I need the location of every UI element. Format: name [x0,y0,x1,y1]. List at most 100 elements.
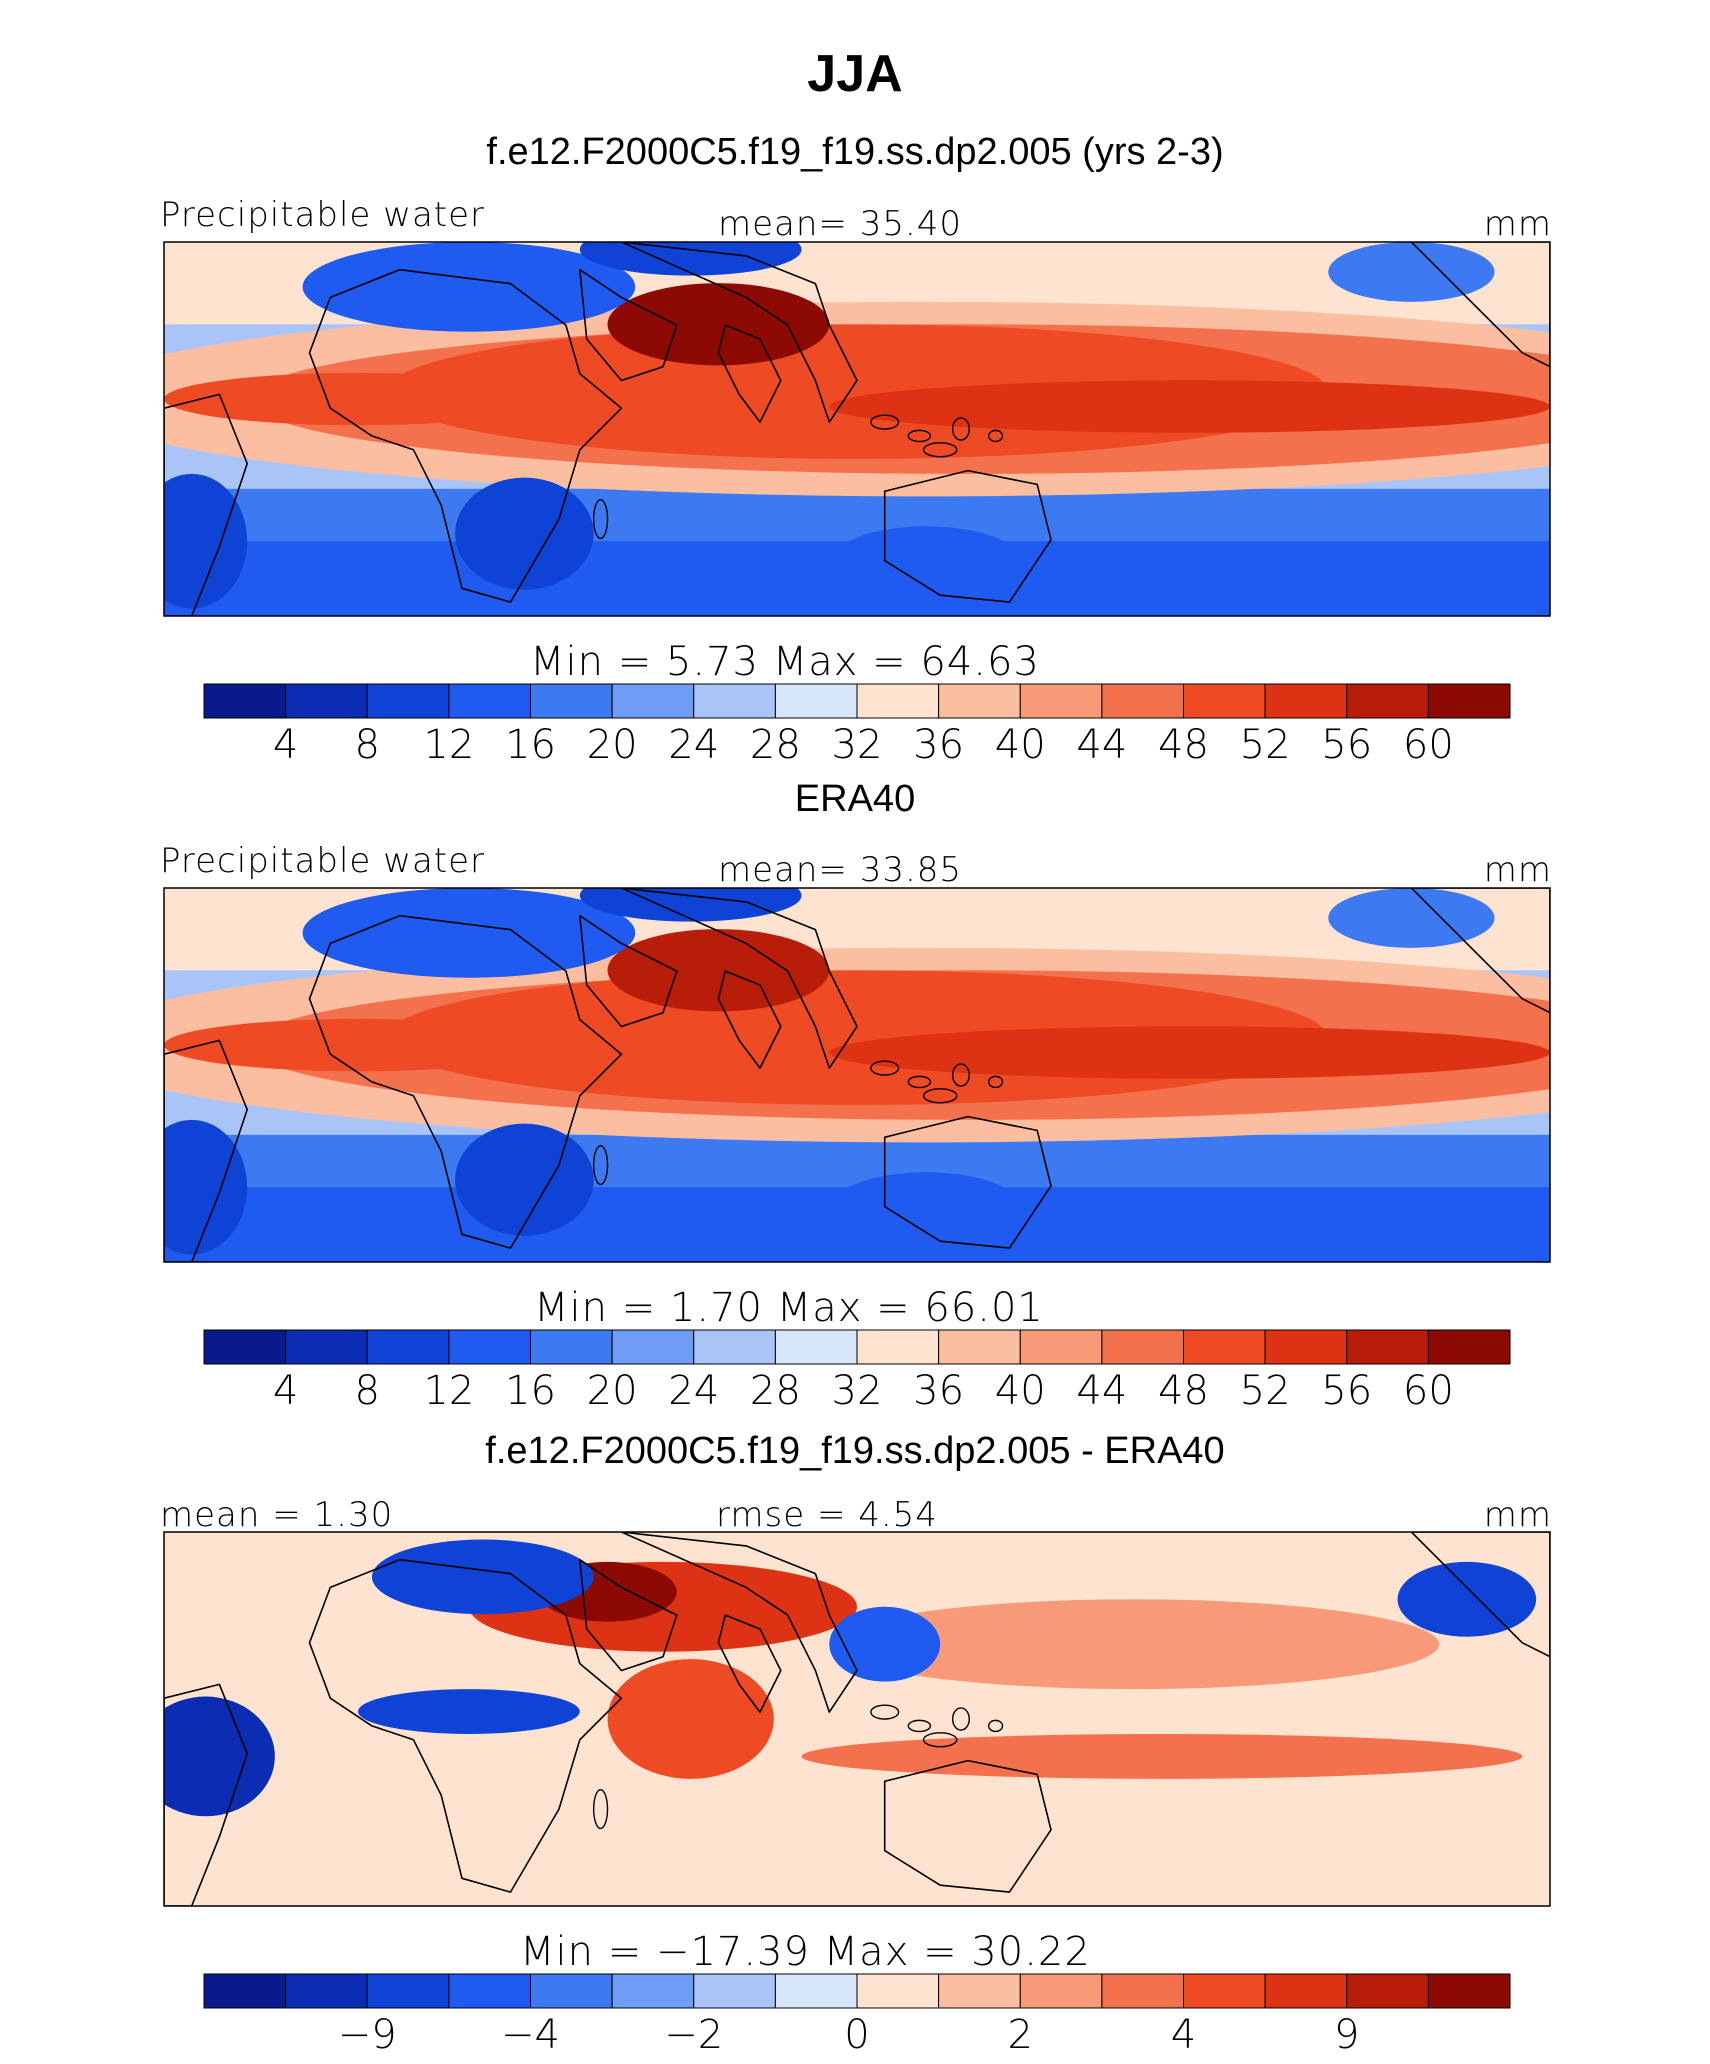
colorbar-swatch [1019,1973,1103,2009]
colorbar-tick-label: −9 [338,2012,397,2058]
colorbar-tick-label: 12 [423,1368,474,1414]
island-outline [951,1063,970,1087]
monsoon-max [607,929,830,1012]
panel-3-title: f.e12.F2000C5.f19_f19.ss.dp2.005 - ERA40 [485,1430,1225,1472]
island-outline [592,1788,609,1830]
colorbar-swatch [530,1329,613,1365]
asia-outline [620,1532,858,1713]
colorbar-swatch [203,1329,287,1365]
colorbar-swatch [1264,1329,1348,1365]
colorbar-tick-label: 2 [1008,2012,1033,2058]
colorbar-tick-label: 12 [423,722,474,768]
colorbar-swatch [856,683,940,719]
tibet-dry [579,888,802,922]
central-america-outline [1410,888,1550,1014]
panel-3-map [163,1531,1551,1907]
india-outline [717,324,782,423]
colorbar-tick-label: 52 [1240,722,1291,768]
colorbar-swatch [1183,1329,1266,1365]
africa-outline [308,1558,623,1893]
monsoon-max [607,283,830,366]
colorbar-swatch [693,1973,776,2009]
colorbar-swatch [285,1973,368,2009]
island-outline [987,1719,1004,1733]
colorbar-tick-label: 32 [832,1368,883,1414]
colorbar-tick-label: 60 [1403,1368,1454,1414]
arabia-outline [578,914,678,1028]
island-outline [907,1075,932,1089]
colorbar-tick-label: 36 [913,1368,964,1414]
sahara-dry [302,888,636,978]
colorbar-swatch [1264,683,1348,719]
colorbar-swatch [856,1329,940,1365]
colorbar-swatch [1427,1329,1511,1365]
panel-2-minmax-label: Min = 1.70 Max = 66.01 [534,1285,1044,1331]
colorbar-swatch [285,683,368,719]
pacific-north-dry [1328,242,1495,302]
itcz-atlantic [164,1018,553,1072]
island-outline [592,498,609,540]
south-america-negative [164,1696,275,1817]
figure-title: JJA [807,45,903,103]
colorbar-swatch [611,1329,695,1365]
colorbar-swatch [856,1973,940,2009]
africa-south-dry [455,1123,594,1236]
colorbar-swatch [285,1329,368,1365]
island-outline [987,1075,1004,1089]
colorbar-tick-label: 48 [1158,1368,1209,1414]
colorbar-tick-label: 20 [587,722,638,768]
colorbar-tick-label: 32 [832,722,883,768]
south-america-outline [164,1039,248,1262]
colorbar-swatch [693,683,776,719]
asia-outline [620,242,858,423]
map-frame [163,1531,1551,1907]
itcz-atlantic [164,372,553,426]
colorbar-swatch [774,1973,858,2009]
colorbar-tick-label: 4 [1171,2012,1196,2058]
panel-3-rmse-label: rmse = 4.54 [716,1495,938,1535]
colorbar-swatch [611,1973,695,2009]
colorbar-swatch [203,683,287,719]
australia-outline [883,469,1052,603]
arabia-outline [578,1558,678,1672]
panel-2-map [163,887,1551,1263]
africa-negative [358,1689,580,1734]
island-outline [922,1088,958,1104]
panel-2-title: ERA40 [794,778,916,820]
panel-1-title: f.e12.F2000C5.f19_f19.ss.dp2.005 (yrs 2-… [486,131,1224,173]
panel-1-map [163,241,1551,617]
colorbar-tick-label: 28 [750,1368,801,1414]
colorbar-tick-label: 52 [1240,1368,1291,1414]
panel-1-mean-label: mean= 35.40 [718,204,963,244]
colorbar-swatch [448,1329,531,1365]
colorbar-tick-label: 24 [668,722,719,768]
colorbar-swatch [448,683,531,719]
colorbar-swatch [1427,683,1511,719]
island-outline [592,1144,609,1186]
colorbar-swatch [448,1973,531,2009]
itcz-pacific [829,380,1550,433]
colorbar-tick-label: 16 [505,722,556,768]
colorbar-tick-label: 8 [355,1368,380,1414]
east-asia-negative [829,1606,941,1682]
indian-ocean-positive [607,1659,774,1779]
colorbar-tick-label: 36 [913,722,964,768]
panel-1-variable-label: Precipitable water [160,195,486,235]
colorbar-swatch [530,683,613,719]
panel-3-colorbar: −9 −4 −2 0 2 4 9 [203,1973,1511,2058]
pacific-north-dry [1328,888,1495,948]
colorbar-swatch [366,683,450,719]
colorbar-swatch [203,1973,287,2009]
island-outline [870,1704,900,1720]
colorbar-swatch [1101,683,1184,719]
colorbar-swatch [530,1973,613,2009]
colorbar-tick-label: −4 [501,2012,560,2058]
colorbar-swatch [1183,683,1266,719]
central-america-outline [1410,242,1550,368]
map-frame [163,241,1551,617]
colorbar-tick-label: 44 [1076,1368,1127,1414]
colorbar-tick-label: 48 [1158,722,1209,768]
colorbar-swatch [1346,683,1429,719]
arabia-outline [578,268,678,382]
